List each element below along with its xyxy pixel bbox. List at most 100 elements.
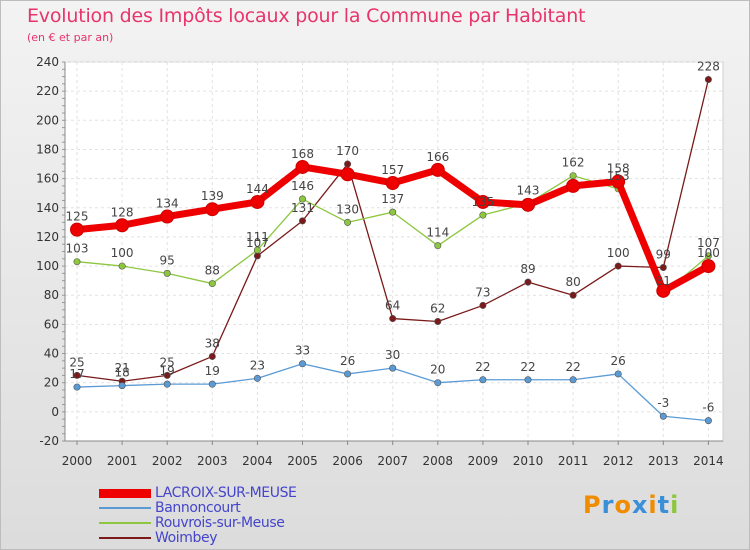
y-tick-label: -20 — [39, 434, 59, 448]
data-point — [115, 218, 130, 233]
data-point — [163, 380, 171, 388]
data-point — [569, 376, 577, 384]
data-label: 137 — [381, 192, 404, 206]
data-label: 111 — [246, 230, 269, 244]
data-point — [479, 301, 487, 309]
data-point — [704, 75, 712, 83]
data-point — [295, 159, 310, 174]
x-tick-label: 2005 — [287, 454, 318, 468]
legend-label: Rouvrois-sur-Meuse — [155, 515, 285, 531]
data-label: 22 — [565, 360, 580, 374]
x-tick-label: 2000 — [62, 454, 93, 468]
data-label: 89 — [520, 262, 535, 276]
logo-letter: r — [601, 491, 615, 519]
legend-swatch — [99, 522, 151, 524]
logo-letter: i — [648, 491, 658, 519]
data-point — [208, 352, 216, 360]
data-point — [479, 211, 487, 219]
x-tick-label: 2002 — [152, 454, 183, 468]
data-label: 146 — [291, 179, 314, 193]
data-point — [118, 262, 126, 270]
data-label: 18 — [114, 366, 129, 380]
data-label: 107 — [697, 236, 720, 250]
data-label: 30 — [385, 348, 400, 362]
y-tick-label: 200 — [36, 113, 59, 127]
data-label: 125 — [66, 210, 89, 224]
data-point — [614, 370, 622, 378]
data-label: 100 — [697, 246, 720, 260]
y-tick-label: 80 — [44, 288, 59, 302]
data-point — [521, 197, 535, 212]
legend-swatch — [99, 537, 151, 539]
data-label: 38 — [205, 336, 220, 350]
data-label: 81 — [656, 274, 671, 288]
y-tick-label: 20 — [44, 376, 59, 390]
x-tick-label: 2009 — [468, 454, 499, 468]
proxiti-logo: Proxiti — [583, 491, 679, 519]
data-label: 228 — [697, 59, 720, 73]
x-tick-label: 2010 — [513, 454, 544, 468]
data-label: 162 — [562, 156, 585, 170]
data-label: 168 — [291, 147, 314, 161]
data-point — [475, 194, 490, 209]
logo-letter: P — [583, 491, 602, 519]
data-point — [656, 283, 671, 298]
data-label: 17 — [69, 367, 84, 381]
chart-title: Evolution des Impôts locaux pour la Comm… — [27, 5, 586, 27]
data-point — [385, 175, 400, 190]
data-label: 26 — [340, 354, 355, 368]
data-point — [160, 209, 175, 224]
data-point — [479, 376, 487, 384]
data-point — [73, 258, 81, 266]
data-label: 62 — [430, 301, 445, 315]
data-point — [614, 262, 622, 270]
data-label: 64 — [385, 299, 400, 313]
data-label: 130 — [336, 202, 359, 216]
data-label: 153 — [607, 169, 630, 183]
plot-area — [64, 61, 724, 442]
data-label: 107 — [246, 236, 269, 250]
data-label: 88 — [205, 264, 220, 278]
data-point — [163, 269, 171, 277]
data-point — [253, 252, 261, 260]
data-point — [659, 412, 667, 420]
logo-letter: i — [670, 491, 680, 519]
data-point — [250, 194, 265, 209]
data-label: 73 — [475, 285, 490, 299]
data-label: 143 — [517, 183, 540, 197]
data-point — [569, 172, 577, 180]
data-point — [611, 174, 626, 189]
y-tick-label: 220 — [36, 84, 59, 98]
data-point — [298, 217, 306, 225]
data-label: 135 — [471, 195, 494, 209]
data-point — [163, 371, 171, 379]
legend-swatch — [99, 507, 151, 509]
data-label: 166 — [426, 150, 449, 164]
data-label: 95 — [160, 253, 175, 267]
x-tick-label: 2006 — [332, 454, 363, 468]
data-point — [208, 280, 216, 288]
y-tick-label: 60 — [44, 317, 59, 331]
data-point — [118, 382, 126, 390]
chart-subtitle: (en € et par an) — [27, 31, 114, 44]
x-tick-label: 2011 — [558, 454, 589, 468]
x-tick-label: 2012 — [603, 454, 634, 468]
data-point — [253, 246, 261, 254]
data-point — [73, 383, 81, 391]
data-label: -3 — [657, 396, 669, 410]
x-tick-label: 2003 — [197, 454, 228, 468]
data-label: 19 — [160, 364, 175, 378]
logo-letter: t — [657, 491, 671, 519]
y-tick-label: 0 — [51, 405, 59, 419]
y-tick-label: 40 — [44, 347, 59, 361]
data-point — [701, 259, 716, 274]
logo-letter: o — [614, 491, 632, 519]
x-tick-label: 2004 — [242, 454, 273, 468]
data-point — [340, 167, 355, 182]
data-label: 22 — [520, 360, 535, 374]
data-point — [566, 178, 581, 193]
y-tick-label: 180 — [36, 142, 59, 156]
data-point — [524, 278, 532, 286]
data-point — [434, 379, 442, 387]
